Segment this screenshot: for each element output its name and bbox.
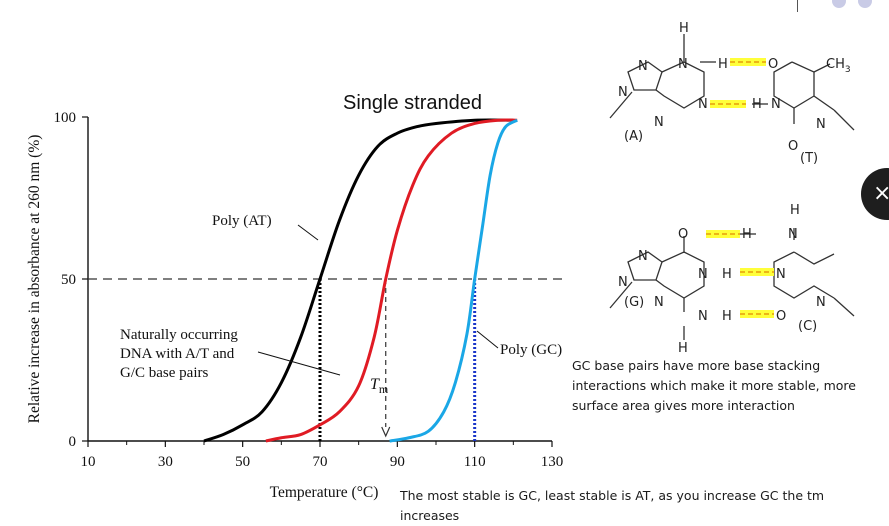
x-axis-label: Temperature (°C)	[270, 484, 379, 501]
tm-markers	[318, 279, 477, 441]
chart-axes: 10 30 50 70 90 110 130 0 50 100 Temperature (°C) Re…	[26, 110, 563, 501]
guanine-five-ring	[627, 251, 663, 281]
atom-o: O	[768, 57, 778, 72]
cytosine-label: (C)	[798, 319, 817, 334]
annotation-natural-dna-line1: Naturally occurring	[120, 327, 238, 343]
atom-n: N	[816, 295, 826, 310]
atom-o: O	[678, 227, 688, 242]
annotation-poly-at-pointer	[297, 224, 319, 241]
series-poly-at-curve	[203, 118, 514, 443]
x-tick-label: 10	[81, 454, 96, 470]
atom-n: N	[654, 115, 664, 130]
atom-h: H	[790, 203, 800, 218]
guanine-label: (G)	[624, 295, 644, 310]
x-tick-label: 50	[235, 454, 250, 470]
y-tick-label: 100	[54, 110, 77, 126]
thymine-sugar-bond	[833, 109, 855, 131]
atom-o: O	[776, 309, 786, 324]
thymine-label: (T)	[800, 151, 818, 166]
atom-n: N	[638, 249, 648, 264]
atom-h: H	[722, 267, 732, 282]
at-base-pair-diagram: H N H O CH3 N N N H N N N O (A) (T)	[609, 21, 855, 166]
x-tick-label: 30	[158, 454, 173, 470]
methyl-group: CH3	[826, 57, 851, 75]
toolbar-divider	[797, 0, 798, 12]
atom-n: N	[788, 227, 798, 242]
atom-h: H	[678, 341, 688, 356]
adenine-five-ring	[627, 61, 663, 91]
atom-h: H	[679, 21, 689, 36]
x-tick-label: 110	[464, 454, 486, 470]
adenine-label: (A)	[624, 129, 643, 144]
atom-n: N	[618, 85, 628, 100]
atom-n: N	[654, 295, 664, 310]
annotation-poly-gc-pointer	[476, 330, 499, 349]
adenine-sugar-bond	[609, 91, 633, 119]
series-poly-gc-curve	[389, 118, 518, 443]
atom-n: N	[638, 59, 648, 74]
y-axis-label: Relative increase in absorbance at 260 n…	[26, 135, 43, 424]
annotation-tm-symbol: Tm	[370, 376, 389, 396]
thymine-methyl-bond	[813, 63, 831, 73]
annotation-poly-at: Poly (AT)	[212, 213, 272, 229]
stability-note: The most stable is GC, least stable is A…	[400, 488, 825, 523]
atom-n: N	[698, 309, 708, 324]
gc-stacking-note: GC base pairs have more base stacking in…	[572, 358, 856, 413]
thymine-ring	[773, 61, 835, 111]
x-tick-label: 90	[390, 454, 405, 470]
atom-n: N	[698, 97, 708, 112]
atom-h: H	[742, 227, 752, 242]
annotation-natural-dna-line3: G/C base pairs	[120, 365, 208, 381]
tm-arrow-head	[381, 426, 391, 438]
cytosine-sugar-bond	[833, 297, 855, 317]
annotation-poly-gc: Poly (GC)	[500, 342, 562, 358]
atom-h: H	[718, 57, 728, 72]
menu-dot-icon[interactable]	[832, 0, 846, 8]
atom-h: H	[722, 309, 732, 324]
gc-base-pair-diagram: O H N H N N N H N N N N H O H (G) (C)	[609, 203, 855, 356]
series-natural-dna-curve	[265, 118, 518, 443]
annotation-natural-dna-line2: DNA with A/T and	[120, 346, 235, 362]
chart-annotations: Poly (AT) Naturally occurring DNA with A/T…	[120, 213, 562, 396]
chart-series	[203, 118, 518, 443]
guanine-sugar-bond	[609, 281, 633, 309]
atom-n: N	[698, 267, 708, 282]
cytosine-ring	[773, 251, 835, 299]
atom-n: N	[816, 117, 826, 132]
x-tick-label: 70	[313, 454, 328, 470]
atom-n: N	[776, 267, 786, 282]
atom-h: H	[752, 97, 762, 112]
atom-n: N	[771, 97, 781, 112]
guanine-six-ring	[655, 251, 705, 299]
single-stranded-label: Single stranded	[343, 92, 482, 114]
menu-dot-icon[interactable]	[858, 0, 872, 8]
atom-n: N	[618, 275, 628, 290]
y-tick-label: 50	[61, 272, 76, 288]
atom-o: O	[788, 139, 798, 154]
atom-n: N	[678, 57, 688, 72]
x-tick-label: 130	[541, 454, 564, 470]
y-tick-label: 0	[69, 434, 77, 450]
annotation-natural-dna-pointer	[257, 351, 341, 376]
